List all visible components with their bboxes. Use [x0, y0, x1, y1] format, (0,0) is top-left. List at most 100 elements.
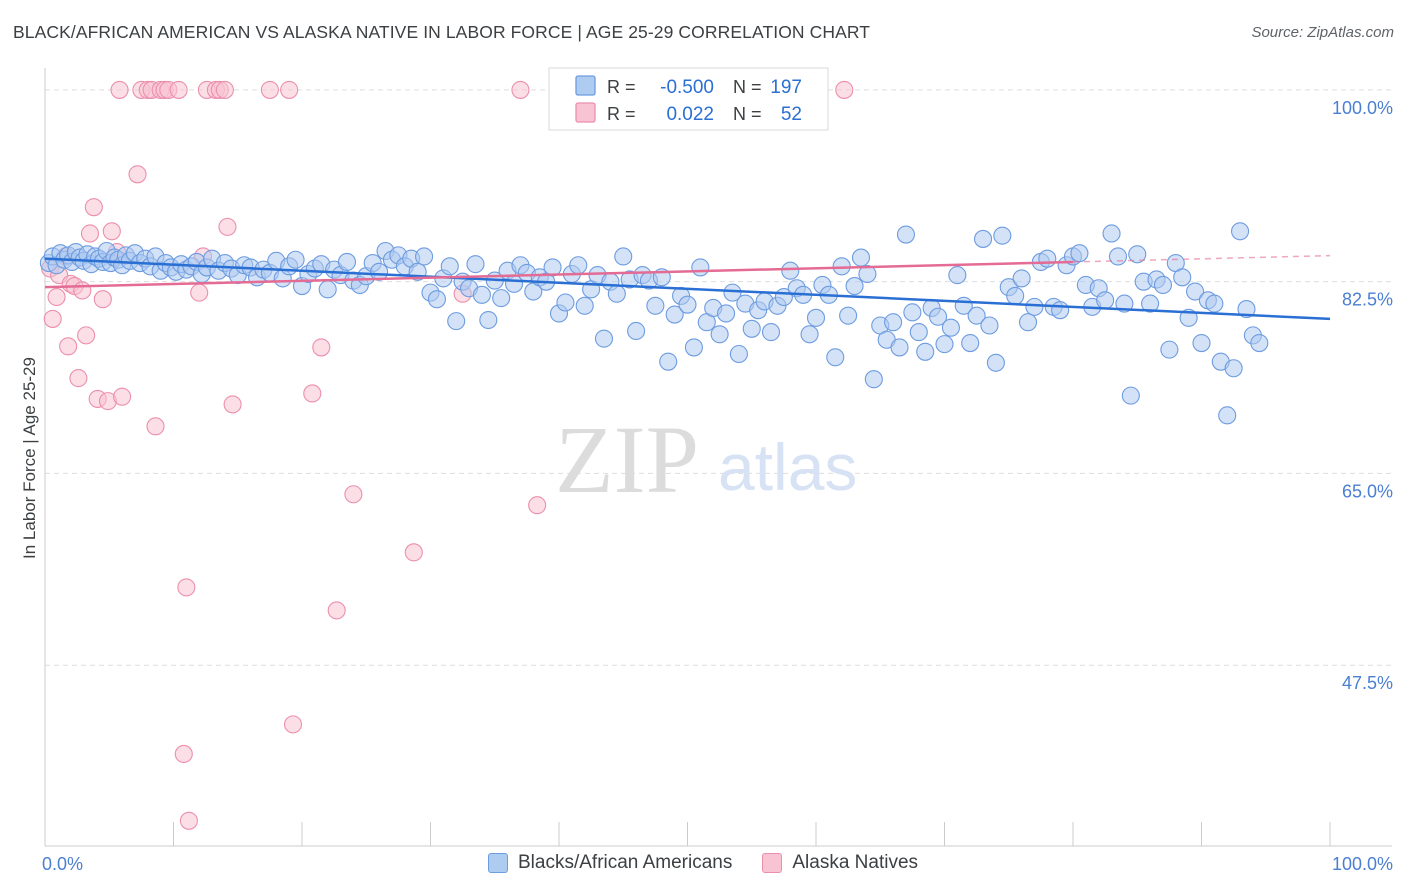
legend-n-value-blue: 197: [770, 77, 802, 98]
legend-r-label-pink: R =: [607, 104, 636, 124]
blacks-point: [845, 277, 864, 296]
blacks-points: [39, 222, 1269, 425]
source-label: Source: ZipAtlas.com: [1251, 24, 1394, 41]
blacks-point: [1018, 313, 1038, 332]
blacks-point: [1224, 359, 1243, 378]
blacks-point: [967, 306, 986, 325]
blacks-point: [948, 266, 967, 285]
blacks-point: [1070, 244, 1089, 263]
y-axis-label: In Labor Force | Age 25-29: [20, 357, 39, 559]
alaska-native-point: [303, 384, 322, 403]
alaska-native-point: [283, 715, 303, 734]
alaska-native-point: [835, 80, 854, 99]
blacks-point: [678, 295, 697, 314]
alaska-native-point: [110, 80, 129, 99]
blacks-point: [941, 318, 960, 337]
alaska-native-point: [404, 543, 423, 562]
blacks-point: [980, 316, 999, 335]
blacks-point: [1006, 286, 1025, 305]
alaska-native-point: [327, 601, 346, 620]
legend-n-label-pink: N =: [733, 104, 762, 124]
blacks-point: [1250, 333, 1269, 353]
y-tick-labels: 47.5% 65.0% 82.5% 100.0%: [1332, 98, 1393, 693]
legend-r-value-pink: 0.022: [666, 104, 714, 125]
blacks-point: [556, 293, 575, 312]
alaska-native-point: [179, 811, 198, 830]
blacks-point: [864, 370, 883, 389]
legend-box: R = -0.500 N = 197 R = 0.022 N = 52: [548, 67, 829, 131]
alaska-native-point: [102, 222, 121, 241]
legend-n-value-pink: 52: [781, 104, 802, 125]
blacks-point: [1237, 300, 1256, 319]
alaska-native-point: [80, 224, 100, 243]
legend-swatch-blacks: [488, 853, 508, 873]
y-tick-label-82.5: 82.5%: [1342, 290, 1393, 310]
blacks-point: [659, 352, 678, 371]
alaska-native-point: [69, 369, 88, 388]
axes: [44, 68, 1392, 847]
blacks-point: [826, 348, 845, 367]
blacks-point: [729, 344, 748, 364]
blacks-point: [427, 290, 446, 309]
blacks-point: [479, 310, 498, 330]
trend-line-alaska-extension: [1072, 254, 1331, 263]
legend-swatch-pink: [575, 102, 596, 123]
blacks-point: [839, 306, 858, 325]
trend-line-blacks: [44, 257, 1331, 321]
blacks-point: [1186, 282, 1205, 301]
bottom-legend: Blacks/African Americans Alaska Natives: [488, 852, 948, 874]
blacks-point: [646, 296, 665, 315]
blacks-point: [961, 333, 980, 353]
blacks-point: [1173, 268, 1192, 287]
blacks-point: [337, 252, 357, 272]
blacks-point: [614, 247, 633, 266]
blacks-point: [903, 303, 922, 322]
blacks-point: [447, 312, 466, 331]
alaska-native-point: [344, 485, 363, 504]
blacks-point: [1038, 249, 1057, 268]
alaska-native-point: [511, 80, 530, 99]
blacks-point: [806, 308, 826, 327]
blacks-point: [1051, 301, 1070, 320]
blacks-point: [665, 305, 684, 324]
x-tick-label-min: 0.0%: [42, 854, 83, 874]
alaska-native-point: [93, 290, 112, 309]
blacks-point: [1231, 222, 1250, 241]
blacks-point: [1218, 406, 1237, 425]
alaska-native-point: [128, 165, 147, 184]
alaska-native-point: [280, 80, 299, 99]
legend-swatch-blue: [575, 75, 596, 96]
alaska-native-point: [77, 326, 96, 345]
blacks-point: [1128, 245, 1147, 264]
legend-swatch-alaska: [762, 853, 783, 873]
blacks-point: [1205, 294, 1224, 313]
chart-title: BLACK/AFRICAN AMERICAN VS ALASKA NATIVE …: [13, 22, 871, 42]
y-tick-label-65: 65.0%: [1342, 481, 1393, 501]
trend-lines: [44, 254, 1331, 321]
x-tick-label-max: 100.0%: [1332, 854, 1393, 874]
blacks-point: [1192, 333, 1211, 353]
blacks-point: [1102, 224, 1121, 243]
alaska-native-point: [218, 217, 237, 236]
blacks-point: [607, 284, 626, 303]
blacks-point: [742, 319, 761, 338]
blacks-point: [1141, 294, 1160, 313]
blacks-point: [973, 229, 993, 248]
blacks-point: [370, 262, 389, 281]
alaska-native-point: [177, 578, 196, 597]
alaska-native-point: [215, 80, 234, 99]
y-tick-label-47.5: 47.5%: [1342, 673, 1393, 693]
alaska-native-point: [113, 387, 132, 406]
alaska-native-point: [73, 281, 92, 300]
y-tick-label-100: 100.0%: [1332, 98, 1393, 118]
blacks-point: [569, 256, 588, 275]
alaska-native-point: [146, 417, 165, 436]
blacks-point: [594, 329, 614, 348]
blacks-point: [627, 321, 646, 341]
blacks-point: [710, 325, 729, 344]
alaska-native-point: [47, 287, 66, 307]
blacks-point: [909, 323, 928, 342]
blacks-point: [415, 247, 434, 266]
blacks-point: [440, 257, 459, 276]
